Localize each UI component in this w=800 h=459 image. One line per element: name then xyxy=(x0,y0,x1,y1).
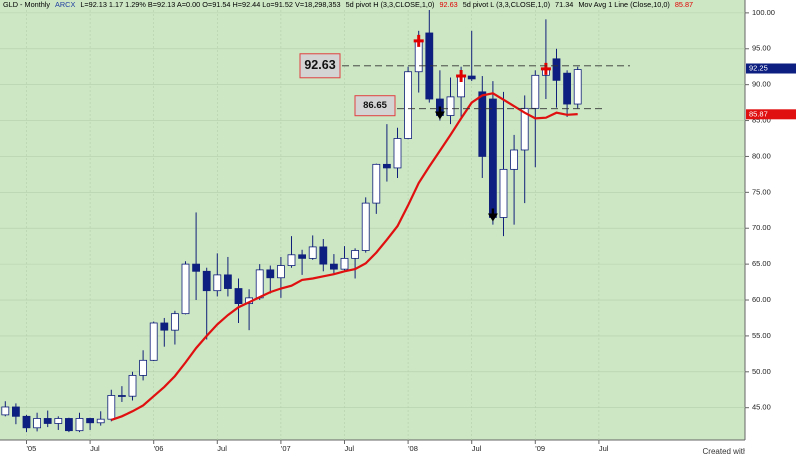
candle-body xyxy=(446,96,455,116)
header-item: 85.87 xyxy=(675,0,693,9)
candle-body xyxy=(531,74,540,109)
y-tick-label: 80.00 xyxy=(752,151,771,160)
y-tick-label: 90.00 xyxy=(752,80,771,89)
candle-body xyxy=(361,202,370,251)
candle-body xyxy=(319,246,328,265)
price-tag-label: 85.87 xyxy=(749,109,768,118)
candle-body xyxy=(467,75,476,80)
candle-body xyxy=(43,418,52,424)
pivot-low-marker xyxy=(487,208,498,222)
candle-body xyxy=(213,274,222,292)
price-tag-label: 92.25 xyxy=(749,63,768,72)
candle-body xyxy=(404,71,413,139)
y-tick-label: 45.00 xyxy=(752,403,771,412)
x-tick-label: Jul xyxy=(599,444,609,453)
header-item: 5d pivot L (3,3,CLOSE,1,0) xyxy=(463,0,550,9)
x-tick-label: '07 xyxy=(281,444,291,453)
moving-average-line xyxy=(110,92,578,421)
y-tick-label: 95.00 xyxy=(752,44,771,53)
candle-body xyxy=(139,359,148,376)
candle-body xyxy=(382,163,391,169)
candle-body xyxy=(1,406,10,416)
candle-body xyxy=(266,269,275,279)
header-item: 92.63 xyxy=(439,0,457,9)
plot-area xyxy=(0,0,745,440)
x-tick-label: Jul xyxy=(217,444,227,453)
x-tick-label: '05 xyxy=(27,444,37,453)
candle-body xyxy=(351,250,360,259)
header-item: 5d pivot H (3,3,CLOSE,1,0) xyxy=(346,0,435,9)
header-item: Mov Avg 1 Line (Close,10,0) xyxy=(578,0,670,9)
candle-body xyxy=(149,322,158,361)
pivot-high-marker xyxy=(540,62,551,75)
price-tag xyxy=(746,109,796,120)
y-axis-panel xyxy=(745,0,800,459)
y-tick-label: 75.00 xyxy=(752,187,771,196)
candle-body xyxy=(11,406,20,417)
candle-body xyxy=(563,72,571,105)
candle-body xyxy=(510,149,519,170)
candle-body xyxy=(65,418,73,432)
x-tick-label: '08 xyxy=(408,444,418,453)
candle-body xyxy=(234,288,243,305)
candle-body xyxy=(107,395,116,420)
pivot-low-marker xyxy=(434,106,445,120)
header-item: L=92.13 1.17 1.29% B=92.13 A=0.00 O=91.5… xyxy=(80,0,340,9)
candle-body xyxy=(287,254,296,266)
y-tick-label: 55.00 xyxy=(752,331,771,340)
header-item: GLD - Monthly xyxy=(3,0,50,9)
candle-body xyxy=(255,269,264,299)
candle-body xyxy=(75,418,84,432)
pivot-level-box xyxy=(299,53,341,79)
candle-body xyxy=(118,395,126,397)
candle-body xyxy=(329,263,338,270)
y-tick-label: 70.00 xyxy=(752,223,771,232)
candle-body xyxy=(170,313,179,331)
candle-body xyxy=(478,91,487,157)
candle-body xyxy=(308,246,317,259)
pivot-level-box xyxy=(354,95,396,117)
candle-body xyxy=(192,263,201,272)
candle-body xyxy=(573,69,582,105)
header-item: ARCX xyxy=(55,0,75,9)
x-tick-label: '09 xyxy=(535,444,545,453)
candle-body xyxy=(33,418,41,429)
candle-body xyxy=(372,163,381,204)
pivot-level-label: 92.63 xyxy=(304,58,335,72)
candle-body xyxy=(223,274,232,289)
candle-body xyxy=(393,138,402,169)
price-tag xyxy=(746,63,796,74)
y-tick-label: 65.00 xyxy=(752,259,771,268)
pivot-high-marker xyxy=(456,70,467,83)
candle-body xyxy=(86,418,94,424)
candle-body xyxy=(276,265,285,279)
y-tick-label: 60.00 xyxy=(752,295,771,304)
header-item: 71.34 xyxy=(555,0,573,9)
pivot-high-marker xyxy=(413,34,424,47)
candle-body xyxy=(552,58,561,81)
y-tick-label: 50.00 xyxy=(752,367,771,376)
x-tick-label: Jul xyxy=(472,444,482,453)
candle-body xyxy=(22,415,31,429)
candle-body xyxy=(181,263,190,315)
candle-body xyxy=(128,374,137,397)
candle-body xyxy=(499,168,508,218)
candle-body xyxy=(54,418,63,424)
candle-body xyxy=(340,257,349,270)
candle-body xyxy=(298,254,307,259)
y-tick-label: 85.00 xyxy=(752,116,771,125)
candle-body xyxy=(96,418,105,424)
y-tick-label: 100.00 xyxy=(752,8,775,17)
x-tick-label: Jul xyxy=(90,444,100,453)
pivot-level-label: 86.65 xyxy=(363,100,387,111)
candle-body xyxy=(160,322,169,331)
chart-header: GLD - Monthly ARCX L=92.13 1.17 1.29% B=92… xyxy=(3,0,693,9)
x-tick-label: Jul xyxy=(345,444,355,453)
candle-body xyxy=(488,98,497,218)
x-tick-label: '06 xyxy=(154,444,164,453)
candle-body xyxy=(202,270,211,292)
